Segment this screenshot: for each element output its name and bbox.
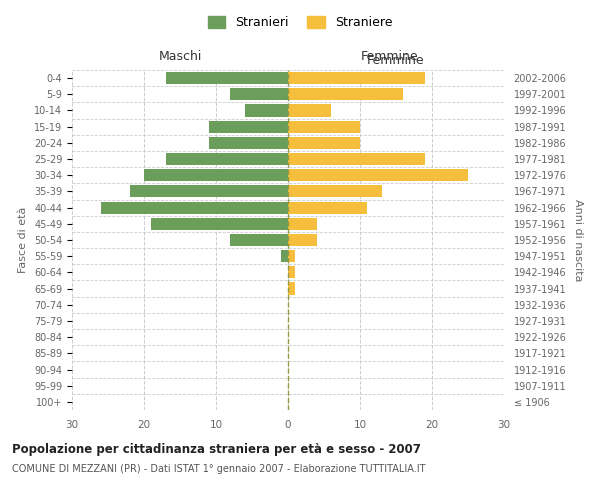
Bar [166,153,288,165]
Bar [288,72,425,84]
Text: Popolazione per cittadinanza straniera per età e sesso - 2007: Popolazione per cittadinanza straniera p… [12,442,421,456]
Bar [288,234,317,246]
Bar [288,186,382,198]
Bar [288,88,403,101]
Text: Femmine: Femmine [367,54,425,66]
Bar [288,266,295,278]
Legend: Stranieri, Straniere: Stranieri, Straniere [203,11,397,34]
Bar [209,137,288,149]
Bar [209,120,288,132]
Bar [230,88,288,101]
Bar [288,169,468,181]
Bar [288,137,360,149]
Bar [245,104,288,117]
Bar [288,282,295,294]
Bar [281,250,288,262]
Bar [230,234,288,246]
Text: Maschi: Maschi [158,50,202,62]
Text: Femmine: Femmine [361,50,419,62]
Bar [288,202,367,213]
Y-axis label: Fasce di età: Fasce di età [19,207,28,273]
Bar [101,202,288,213]
Bar [288,104,331,117]
Bar [130,186,288,198]
Bar [166,72,288,84]
Text: COMUNE DI MEZZANI (PR) - Dati ISTAT 1° gennaio 2007 - Elaborazione TUTTITALIA.IT: COMUNE DI MEZZANI (PR) - Dati ISTAT 1° g… [12,464,425,474]
Bar [288,120,360,132]
Bar [288,250,295,262]
Bar [144,169,288,181]
Bar [288,153,425,165]
Bar [151,218,288,230]
Y-axis label: Anni di nascita: Anni di nascita [573,198,583,281]
Bar [288,218,317,230]
